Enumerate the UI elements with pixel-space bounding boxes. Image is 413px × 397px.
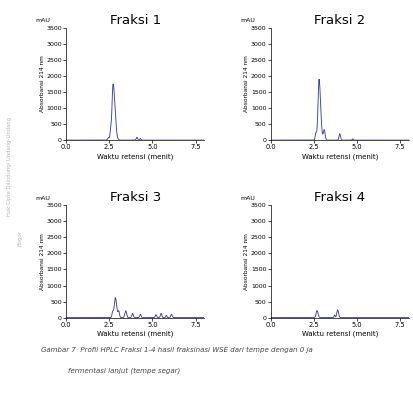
X-axis label: Waktu retensi (menit): Waktu retensi (menit) xyxy=(301,331,378,337)
Title: Fraksi 4: Fraksi 4 xyxy=(314,191,366,204)
Text: fermentasi lanjut (tempe segar): fermentasi lanjut (tempe segar) xyxy=(41,367,180,374)
X-axis label: Waktu retensi (menit): Waktu retensi (menit) xyxy=(97,153,173,160)
Title: Fraksi 2: Fraksi 2 xyxy=(314,13,366,27)
Text: Gambar 7  Profil HPLC Fraksi 1-4 hasil fraksinasi WSE dari tempe dengan 0 ja: Gambar 7 Profil HPLC Fraksi 1-4 hasil fr… xyxy=(41,347,313,353)
Y-axis label: Absorbansi 214 nm: Absorbansi 214 nm xyxy=(244,56,249,112)
Text: mAU: mAU xyxy=(240,196,255,201)
Title: Fraksi 3: Fraksi 3 xyxy=(109,191,161,204)
Y-axis label: Absorbansi 214 nm: Absorbansi 214 nm xyxy=(40,233,45,290)
Title: Fraksi 1: Fraksi 1 xyxy=(109,13,161,27)
X-axis label: Waktu retensi (menit): Waktu retensi (menit) xyxy=(301,153,378,160)
Text: mAU: mAU xyxy=(240,18,255,23)
Text: Bogor: Bogor xyxy=(17,230,22,246)
Text: Hak Cipta Dilindungi Undang-Undang: Hak Cipta Dilindungi Undang-Undang xyxy=(7,117,12,216)
Text: mAU: mAU xyxy=(36,18,50,23)
Y-axis label: Absorbansi 214 nm: Absorbansi 214 nm xyxy=(40,56,45,112)
Text: mAU: mAU xyxy=(36,196,50,201)
Y-axis label: Absorbansi 214 nm: Absorbansi 214 nm xyxy=(244,233,249,290)
X-axis label: Waktu retensi (menit): Waktu retensi (menit) xyxy=(97,331,173,337)
